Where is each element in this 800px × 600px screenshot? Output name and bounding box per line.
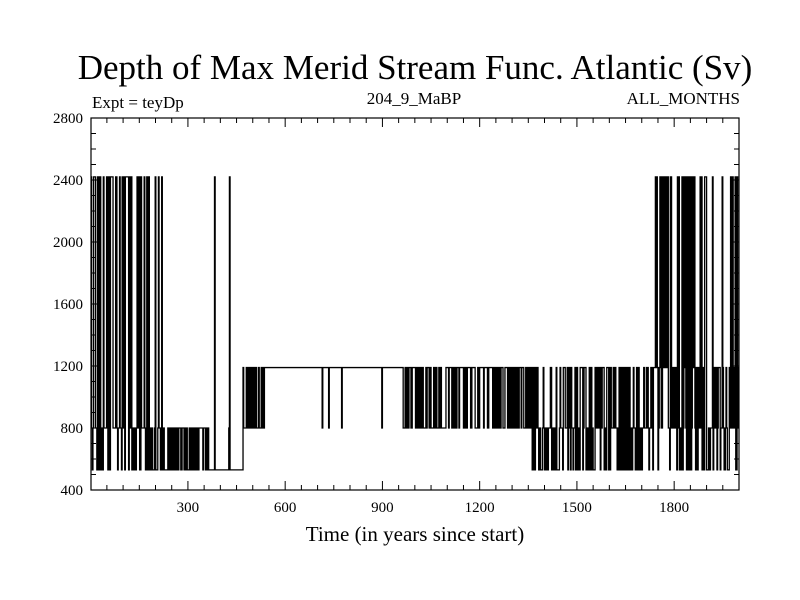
y-tick-label: 2800 (53, 111, 83, 127)
x-tick-label: 1800 (659, 500, 689, 516)
x-tick-label: 300 (177, 500, 200, 516)
y-tick-label: 2400 (53, 173, 83, 189)
y-tick-label: 800 (61, 421, 84, 437)
months-label: ALL_MONTHS (627, 89, 740, 108)
x-tick-label: 900 (371, 500, 394, 516)
chart-title: Depth of Max Merid Stream Func. Atlantic… (78, 48, 753, 87)
plot-frame (90, 117, 740, 491)
experiment-label: Expt = teyDp (92, 93, 184, 112)
x-tick-label: 600 (274, 500, 297, 516)
period-label: 204_9_MaBP (367, 89, 461, 108)
y-tick-label: 400 (61, 483, 84, 499)
x-axis-label: Time (in years since start) (306, 522, 525, 546)
series-depth (91, 176, 739, 471)
tick-labels: 400 800 1200 1600 2000 2400 2800 300 600 900 1200 1… (53, 111, 689, 516)
series-line (91, 176, 739, 471)
y-tick-label: 1600 (53, 297, 83, 313)
y-tick-label: 1200 (53, 359, 83, 375)
y-tick-label: 2000 (53, 235, 83, 251)
x-tick-label: 1500 (562, 500, 592, 516)
x-tick-label: 1200 (465, 500, 495, 516)
